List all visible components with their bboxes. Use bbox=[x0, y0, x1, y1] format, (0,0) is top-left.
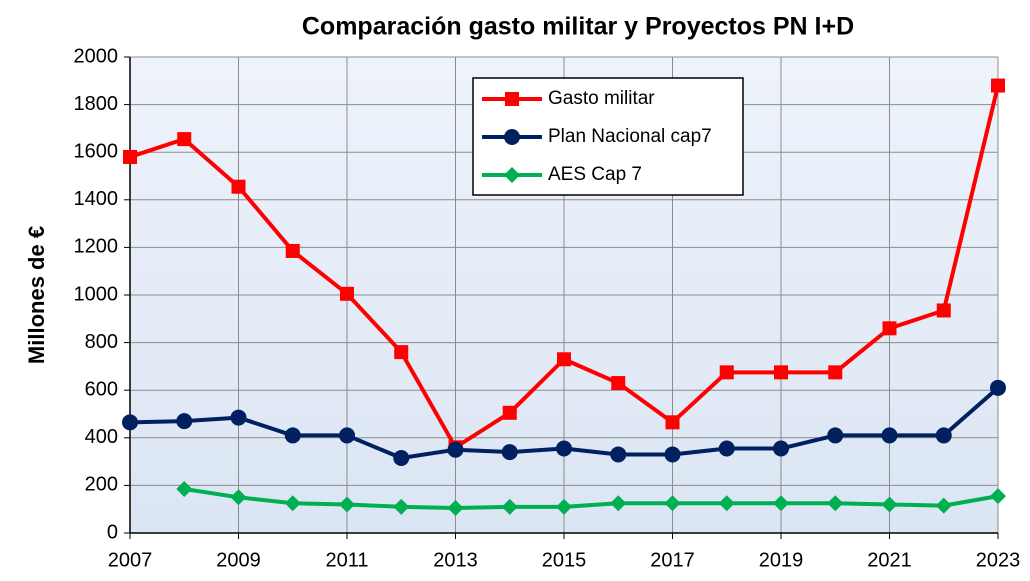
marker bbox=[284, 427, 301, 444]
y-tick-label: 600 bbox=[85, 378, 118, 400]
marker bbox=[501, 498, 518, 515]
marker bbox=[393, 498, 410, 515]
marker bbox=[504, 167, 520, 183]
x-tick-label: 2021 bbox=[867, 549, 912, 571]
marker bbox=[285, 243, 300, 258]
x-tick-label: 2013 bbox=[433, 549, 478, 571]
x-tick-label: 2009 bbox=[216, 549, 261, 571]
y-tick-label: 0 bbox=[107, 521, 118, 543]
marker bbox=[177, 132, 192, 147]
y-tick-label: 1000 bbox=[74, 283, 119, 305]
marker bbox=[505, 92, 519, 106]
marker bbox=[990, 379, 1006, 396]
marker bbox=[556, 440, 572, 457]
marker bbox=[284, 495, 301, 512]
y-tick-label: 800 bbox=[85, 331, 118, 353]
marker bbox=[504, 129, 520, 145]
marker bbox=[990, 488, 1006, 505]
marker bbox=[230, 489, 247, 506]
x-tick-label: 2011 bbox=[325, 549, 368, 571]
marker bbox=[719, 365, 734, 380]
y-axis-label: Millones de € bbox=[24, 226, 49, 364]
marker bbox=[502, 405, 517, 420]
marker bbox=[718, 495, 735, 512]
marker bbox=[936, 303, 951, 318]
marker bbox=[122, 414, 138, 431]
marker bbox=[123, 149, 137, 164]
y-tick-label: 1600 bbox=[74, 140, 119, 162]
x-tick-label: 2023 bbox=[976, 549, 1021, 571]
chart-title: Comparación gasto militar y Proyectos PN… bbox=[302, 13, 854, 41]
x-tick-label: 2015 bbox=[542, 549, 587, 571]
marker bbox=[339, 496, 355, 513]
marker bbox=[828, 365, 843, 380]
y-tick-label: 400 bbox=[85, 426, 118, 448]
x-tick-label: 2007 bbox=[108, 549, 153, 571]
legend-label: AES Cap 7 bbox=[548, 164, 642, 185]
marker bbox=[774, 365, 788, 380]
marker bbox=[991, 78, 1005, 93]
marker bbox=[340, 286, 354, 301]
marker bbox=[827, 427, 844, 444]
marker bbox=[447, 441, 464, 458]
marker bbox=[935, 497, 952, 514]
marker bbox=[501, 444, 518, 461]
marker bbox=[176, 413, 193, 430]
x-tick-label: 2019 bbox=[759, 549, 804, 571]
marker bbox=[881, 496, 898, 513]
y-tick-label: 1400 bbox=[74, 188, 119, 210]
marker bbox=[664, 495, 681, 512]
marker bbox=[394, 345, 409, 360]
marker bbox=[611, 376, 626, 391]
marker bbox=[665, 415, 680, 430]
marker bbox=[881, 427, 898, 444]
marker bbox=[393, 450, 410, 467]
legend-label: Plan Nacional cap7 bbox=[548, 126, 712, 147]
marker bbox=[176, 480, 193, 497]
marker bbox=[557, 352, 571, 367]
marker bbox=[230, 409, 247, 426]
marker bbox=[935, 427, 952, 444]
marker bbox=[447, 500, 464, 517]
marker bbox=[773, 495, 789, 512]
y-tick-label: 1800 bbox=[74, 93, 119, 115]
marker bbox=[718, 440, 735, 457]
marker bbox=[556, 498, 572, 515]
y-tick-label: 1200 bbox=[74, 236, 119, 258]
marker bbox=[664, 446, 681, 463]
legend-label: Gasto militar bbox=[548, 88, 655, 109]
y-tick-label: 200 bbox=[85, 474, 118, 496]
marker bbox=[610, 446, 627, 463]
x-tick-label: 2017 bbox=[650, 549, 695, 571]
series-line bbox=[183, 486, 999, 511]
y-tick-label: 2000 bbox=[74, 45, 119, 67]
marker bbox=[610, 495, 627, 512]
marker bbox=[773, 440, 789, 457]
marker bbox=[827, 495, 844, 512]
marker bbox=[339, 427, 355, 444]
marker bbox=[882, 321, 897, 336]
marker bbox=[231, 179, 246, 194]
